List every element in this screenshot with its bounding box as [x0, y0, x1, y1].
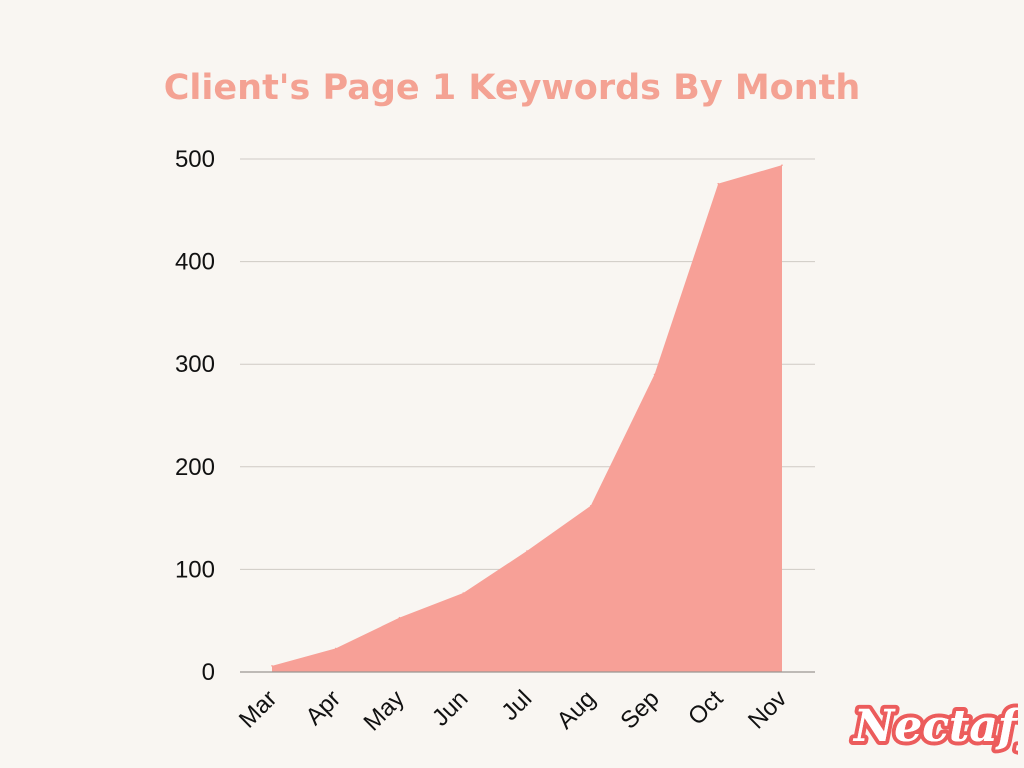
- logo-text: Nectafy: [852, 701, 1018, 752]
- x-axis-ticks: Mar Apr May Jun Jul Aug Sep Oct Nov: [234, 685, 792, 736]
- data-point-apr: [334, 647, 337, 650]
- x-tick-label-may: May: [359, 685, 410, 736]
- y-tick-label-0: 0: [202, 659, 215, 686]
- x-tick-label-mar: Mar: [234, 685, 282, 733]
- y-axis-ticks: 0 100 200 300 400 500: [175, 146, 215, 686]
- y-tick-label-500: 500: [175, 146, 215, 173]
- x-tick-label-nov: Nov: [743, 685, 792, 734]
- data-point-jun: [462, 592, 465, 594]
- data-point-oct: [717, 182, 720, 185]
- data-point-may: [398, 616, 401, 619]
- y-tick-label-400: 400: [175, 249, 215, 276]
- y-tick-label-100: 100: [175, 556, 215, 583]
- data-point-aug: [589, 504, 592, 507]
- data-point-nov: [781, 164, 783, 166]
- chart-title: Client's Page 1 Keywords By Month: [163, 68, 861, 108]
- x-tick-label-sep: Sep: [615, 685, 664, 734]
- y-tick-label-300: 300: [175, 351, 215, 378]
- x-tick-label-aug: Aug: [552, 685, 601, 734]
- x-tick-label-oct: Oct: [683, 685, 729, 731]
- logo-text-outline: Nectafy: [852, 701, 1018, 752]
- x-tick-label-apr: Apr: [300, 685, 346, 731]
- y-tick-label-200: 200: [175, 454, 215, 481]
- area-fill: [272, 165, 782, 672]
- x-tick-label-jun: Jun: [427, 685, 473, 731]
- data-point-sep: [653, 373, 656, 376]
- area-series: [271, 164, 783, 672]
- data-point-mar: [271, 665, 273, 667]
- data-point-jul: [526, 550, 528, 552]
- nectafy-logo: Nectafy Nectafy: [848, 695, 1024, 764]
- nectafy-logo-icon: Nectafy Nectafy: [848, 697, 1024, 756]
- x-tick-label-jul: Jul: [496, 685, 537, 726]
